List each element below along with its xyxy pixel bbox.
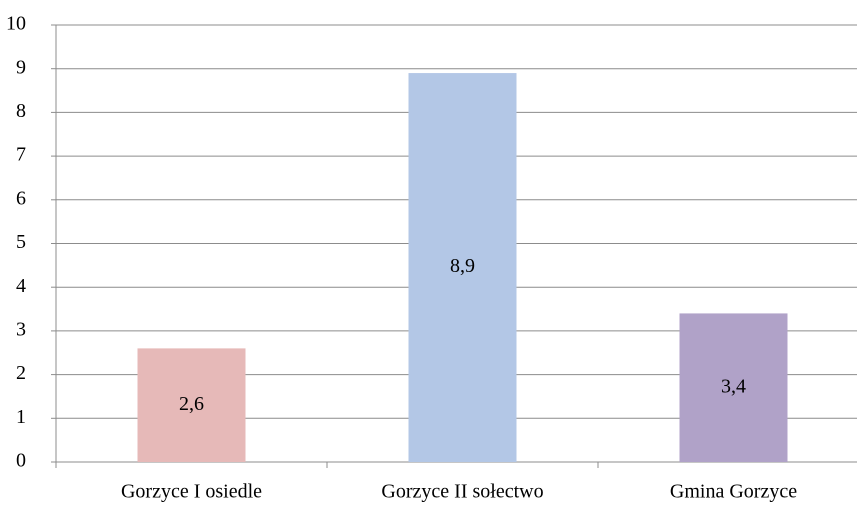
bar — [679, 313, 788, 462]
data-label: 2,6 — [179, 393, 204, 415]
x-tick-label: Gmina Gorzyce — [670, 481, 797, 503]
y-tick-label: 7 — [16, 144, 26, 166]
y-tick-label: 3 — [16, 318, 26, 340]
y-tick-label: 9 — [16, 56, 26, 78]
y-tick-label: 2 — [16, 362, 26, 384]
y-tick-label: 1 — [16, 406, 26, 428]
data-label: 3,4 — [721, 375, 746, 397]
y-tick-label: 0 — [16, 450, 26, 472]
data-label: 8,9 — [450, 255, 475, 277]
y-tick-label: 6 — [16, 187, 26, 209]
bar — [137, 348, 246, 462]
y-tick-label: 8 — [16, 100, 26, 122]
y-tick-label: 10 — [6, 13, 26, 35]
bar — [408, 73, 517, 462]
y-tick-label: 4 — [16, 275, 26, 297]
x-tick-label: Gorzyce I osiedle — [121, 481, 262, 503]
x-tick-label: Gorzyce II sołectwo — [381, 481, 543, 503]
y-tick-label: 5 — [16, 231, 26, 253]
